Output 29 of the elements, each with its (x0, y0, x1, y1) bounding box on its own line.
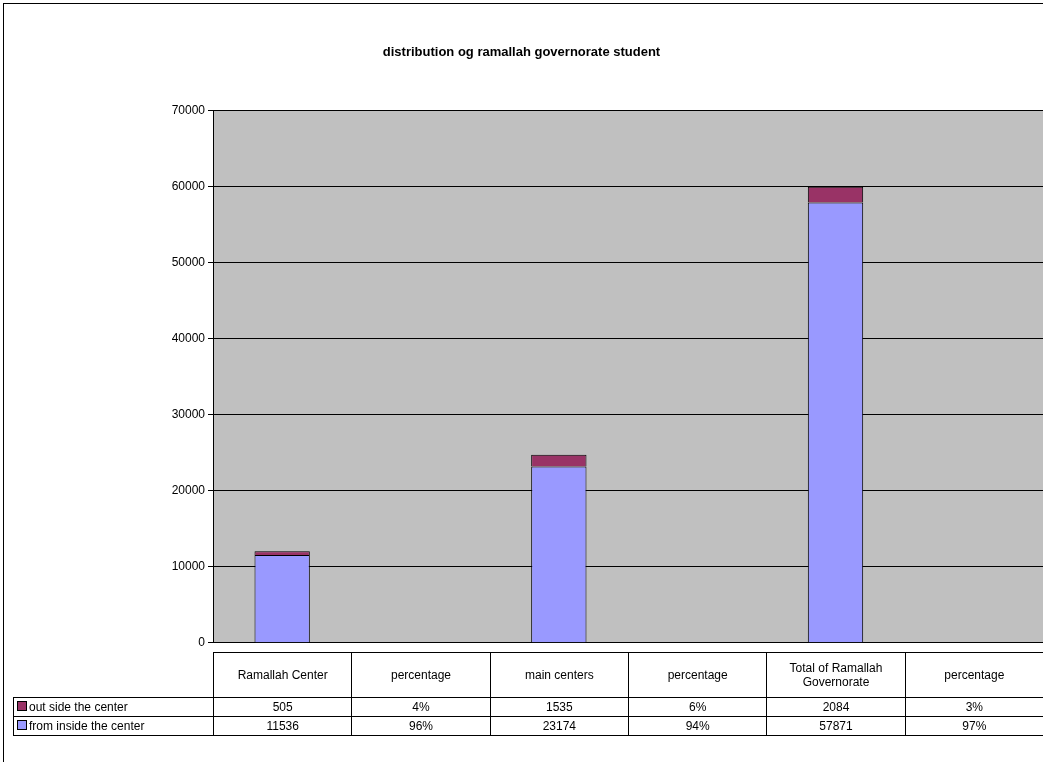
x-tick-label: main centers (490, 652, 629, 698)
data-label: 96% (351, 716, 491, 736)
y-tick-label: 30000 (171, 406, 206, 421)
x-tick-label: Total of Ramallah Governorate (766, 652, 906, 698)
data-label: 94% (628, 716, 767, 736)
y-tick-label: 0 (198, 635, 206, 650)
data-label: 505 (213, 697, 352, 717)
y-tick-label: 40000 (171, 330, 206, 345)
chart-title: distribution og ramallah governorate student (381, 44, 662, 59)
data-label: 3% (905, 697, 1043, 717)
data-label: 23174 (490, 716, 629, 736)
data-label: 6% (628, 697, 767, 717)
y-tick-label: 50000 (171, 254, 206, 269)
data-label: 97% (905, 716, 1043, 736)
x-tick-label: percentage (905, 652, 1043, 698)
x-tick-label: Ramallah Center (213, 652, 352, 698)
y-tick-label: 10000 (171, 559, 206, 574)
x-tick-label: percentage (351, 652, 491, 698)
y-tick-label: 60000 (171, 178, 206, 193)
legend-label: from inside the center (29, 719, 145, 733)
legend-label: out side the center (29, 700, 128, 714)
data-label: 11536 (213, 716, 352, 736)
y-tick-label: 70000 (171, 102, 206, 117)
x-tick-label: percentage (628, 652, 767, 698)
y-tick-label: 20000 (171, 482, 206, 497)
data-label: 4% (351, 697, 491, 717)
data-label: 1535 (490, 697, 629, 717)
data-label: 2084 (766, 697, 906, 717)
data-label: 57871 (766, 716, 906, 736)
